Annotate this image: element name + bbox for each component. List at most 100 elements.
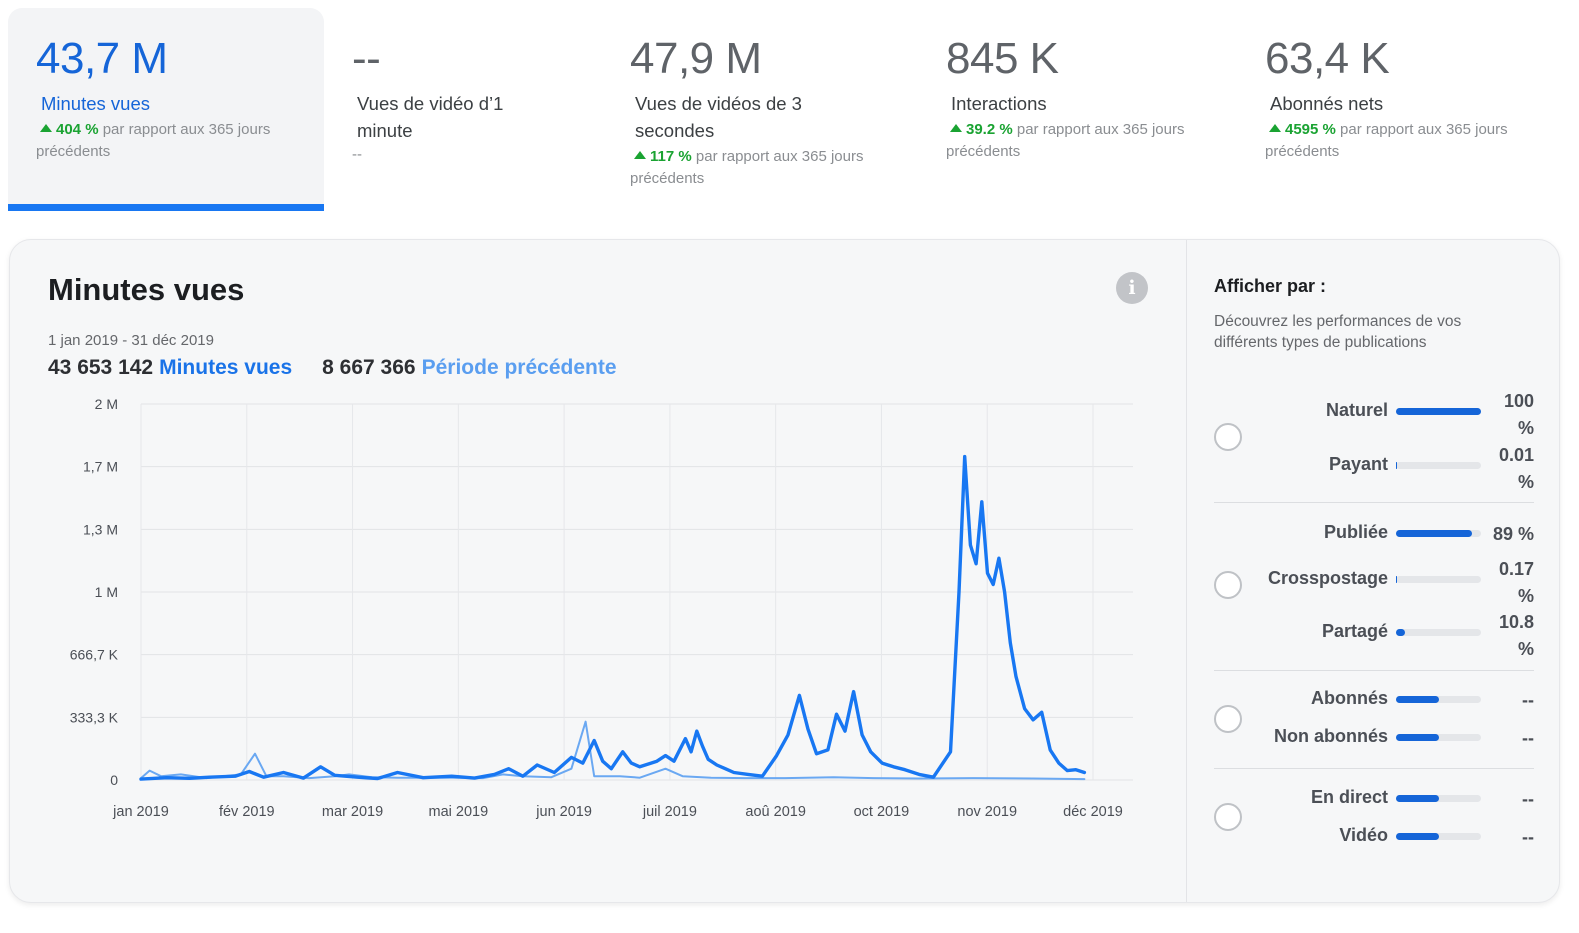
progress-track bbox=[1396, 734, 1481, 741]
x-tick-label: jun 2019 bbox=[535, 804, 592, 820]
x-tick-label: déc 2019 bbox=[1063, 804, 1123, 820]
filter-percent: 10.8 % bbox=[1498, 612, 1534, 659]
filter-percent: -- bbox=[1522, 728, 1534, 748]
metric-value: 845 K bbox=[946, 34, 1059, 83]
progress-track bbox=[1396, 576, 1481, 583]
filter-row: Non abonnés -- bbox=[1214, 726, 1534, 750]
metric-change-text: par rapport aux 365 jours précédents bbox=[630, 148, 864, 187]
y-tick-label: 333,3 K bbox=[70, 709, 119, 725]
filter-row: Publiée 89 % bbox=[1214, 522, 1534, 546]
metric-label: Vues de vidéo d’1 minute bbox=[357, 93, 504, 141]
metric-value: -- bbox=[352, 34, 381, 83]
y-tick-label: 666,7 K bbox=[70, 647, 119, 663]
filter-label: Naturel bbox=[1325, 400, 1388, 420]
group-divider bbox=[1214, 502, 1534, 503]
y-tick-label: 0 bbox=[110, 772, 118, 788]
sidebar-title: Afficher par : bbox=[1214, 276, 1327, 296]
metric-tab-interactions[interactable]: 845 K Interactions 39.2 % par rapport au… bbox=[918, 8, 1228, 211]
total-current-label: Minutes vues bbox=[159, 356, 293, 379]
x-tick-label: fév 2019 bbox=[219, 804, 275, 820]
filter-label: Crosspostage bbox=[1267, 568, 1388, 588]
y-tick-label: 2 M bbox=[95, 396, 118, 412]
metric-label: Vues de vidéos de 3 secondes bbox=[635, 93, 802, 141]
metric-change-value: 4595 % bbox=[1285, 121, 1336, 138]
metric-tab-vues-3-secondes[interactable]: 47,9 M Vues de vidéos de 3 secondes 117 … bbox=[602, 8, 912, 211]
filter-label: En direct bbox=[1310, 787, 1388, 807]
filter-label: Abonnés bbox=[1310, 688, 1388, 708]
x-tick-label: jan 2019 bbox=[112, 804, 169, 820]
radio-publication-type[interactable] bbox=[1214, 571, 1242, 599]
metric-value: 47,9 M bbox=[630, 34, 762, 83]
up-arrow-icon bbox=[40, 124, 52, 132]
progress-fill bbox=[1396, 629, 1406, 636]
total-previous-label: Période précédente bbox=[421, 356, 617, 379]
metric-tab-abonnes-nets[interactable]: 63,4 K Abonnés nets 4595 % par rapport a… bbox=[1237, 8, 1557, 211]
progress-track bbox=[1396, 629, 1481, 636]
filter-percent: 100 % bbox=[1503, 391, 1534, 438]
total-previous-value: 8 667 366 bbox=[322, 356, 416, 379]
filter-row: Partagé 10.8 % bbox=[1214, 612, 1534, 659]
x-tick-label: aoû 2019 bbox=[745, 804, 805, 820]
radio-format[interactable] bbox=[1214, 803, 1242, 831]
metric-change-value: 117 % bbox=[650, 148, 692, 165]
metric-change-value: 39.2 % bbox=[966, 121, 1013, 138]
progress-fill bbox=[1396, 462, 1398, 469]
chart-card: Minutes vues i 1 jan 2019 - 31 déc 2019 … bbox=[9, 239, 1560, 903]
progress-track bbox=[1396, 696, 1481, 703]
x-tick-label: mai 2019 bbox=[429, 804, 489, 820]
radio-paid-organic[interactable] bbox=[1214, 423, 1242, 451]
filter-percent: -- bbox=[1522, 690, 1534, 710]
date-range: 1 jan 2019 - 31 déc 2019 bbox=[48, 332, 214, 349]
filter-percent: 0.01 % bbox=[1498, 445, 1534, 492]
active-tab-indicator bbox=[8, 204, 324, 211]
panel-divider bbox=[1186, 240, 1187, 902]
filter-label: Vidéo bbox=[1339, 825, 1388, 845]
x-tick-label: mar 2019 bbox=[322, 804, 383, 820]
metric-change-text: par rapport aux 365 jours précédents bbox=[946, 121, 1185, 160]
radio-audience[interactable] bbox=[1214, 705, 1242, 733]
progress-track bbox=[1396, 833, 1481, 840]
metric-label: Minutes vues bbox=[41, 93, 150, 114]
filter-row: Naturel 100 % bbox=[1214, 391, 1534, 438]
filter-row: En direct -- bbox=[1214, 787, 1534, 811]
metric-change-text: -- bbox=[352, 146, 362, 163]
metric-change-text: par rapport aux 365 jours précédents bbox=[36, 121, 271, 160]
metric-tab-minutes-vues[interactable]: 43,7 M Minutes vues 404 % par rapport au… bbox=[8, 8, 324, 211]
metric-value: 43,7 M bbox=[36, 34, 168, 83]
filter-label: Partagé bbox=[1321, 621, 1388, 641]
group-divider bbox=[1214, 670, 1534, 671]
metric-change: 4595 % par rapport aux 365 jours précéde… bbox=[1265, 119, 1540, 163]
filter-label: Non abonnés bbox=[1273, 726, 1388, 746]
metric-label: Abonnés nets bbox=[1270, 93, 1384, 114]
y-tick-label: 1,7 M bbox=[83, 459, 118, 475]
metric-value: 63,4 K bbox=[1265, 34, 1390, 83]
filter-row: Crosspostage 0.17 % bbox=[1214, 559, 1534, 606]
filter-percent: -- bbox=[1522, 827, 1534, 847]
filter-row: Abonnés -- bbox=[1214, 688, 1534, 712]
filter-label: Payant bbox=[1328, 454, 1388, 474]
metric-tabs: 43,7 M Minutes vues 404 % par rapport au… bbox=[8, 8, 1563, 213]
chart-title: Minutes vues bbox=[48, 272, 245, 307]
line-chart[interactable]: 0 333,3 K 666,7 K 1 M 1,3 M 1,7 M 2 M jan 2019 f… bbox=[10, 390, 1180, 830]
x-tick-label: oct 2019 bbox=[854, 804, 910, 820]
progress-track bbox=[1396, 408, 1481, 415]
progress-track bbox=[1396, 795, 1481, 802]
info-icon[interactable]: i bbox=[1116, 272, 1148, 304]
series-line-periode-precedente bbox=[140, 720, 1086, 781]
up-arrow-icon bbox=[1269, 124, 1281, 132]
filter-row: Vidéo -- bbox=[1214, 825, 1534, 849]
up-arrow-icon bbox=[634, 151, 646, 159]
up-arrow-icon bbox=[950, 124, 962, 132]
progress-fill bbox=[1396, 408, 1481, 415]
progress-fill bbox=[1396, 530, 1472, 537]
totals-summary: 43 653 142 Minutes vues 8 667 366 Période p… bbox=[48, 356, 617, 380]
metric-change-text: par rapport aux 365 jours précédents bbox=[1265, 121, 1508, 160]
filter-percent: 0.17 % bbox=[1498, 559, 1534, 606]
metric-change: 404 % par rapport aux 365 jours précéden… bbox=[36, 119, 306, 163]
metric-change-value: 404 % bbox=[56, 121, 99, 138]
progress-fill bbox=[1396, 833, 1439, 840]
filter-percent: -- bbox=[1522, 789, 1534, 809]
sidebar-description: Découvrez les performances de vos différ… bbox=[1214, 313, 1462, 351]
metric-tab-vues-1-minute[interactable]: -- Vues de vidéo d’1 minute -- bbox=[324, 8, 604, 211]
series-line-minutes-vues bbox=[139, 454, 1087, 781]
